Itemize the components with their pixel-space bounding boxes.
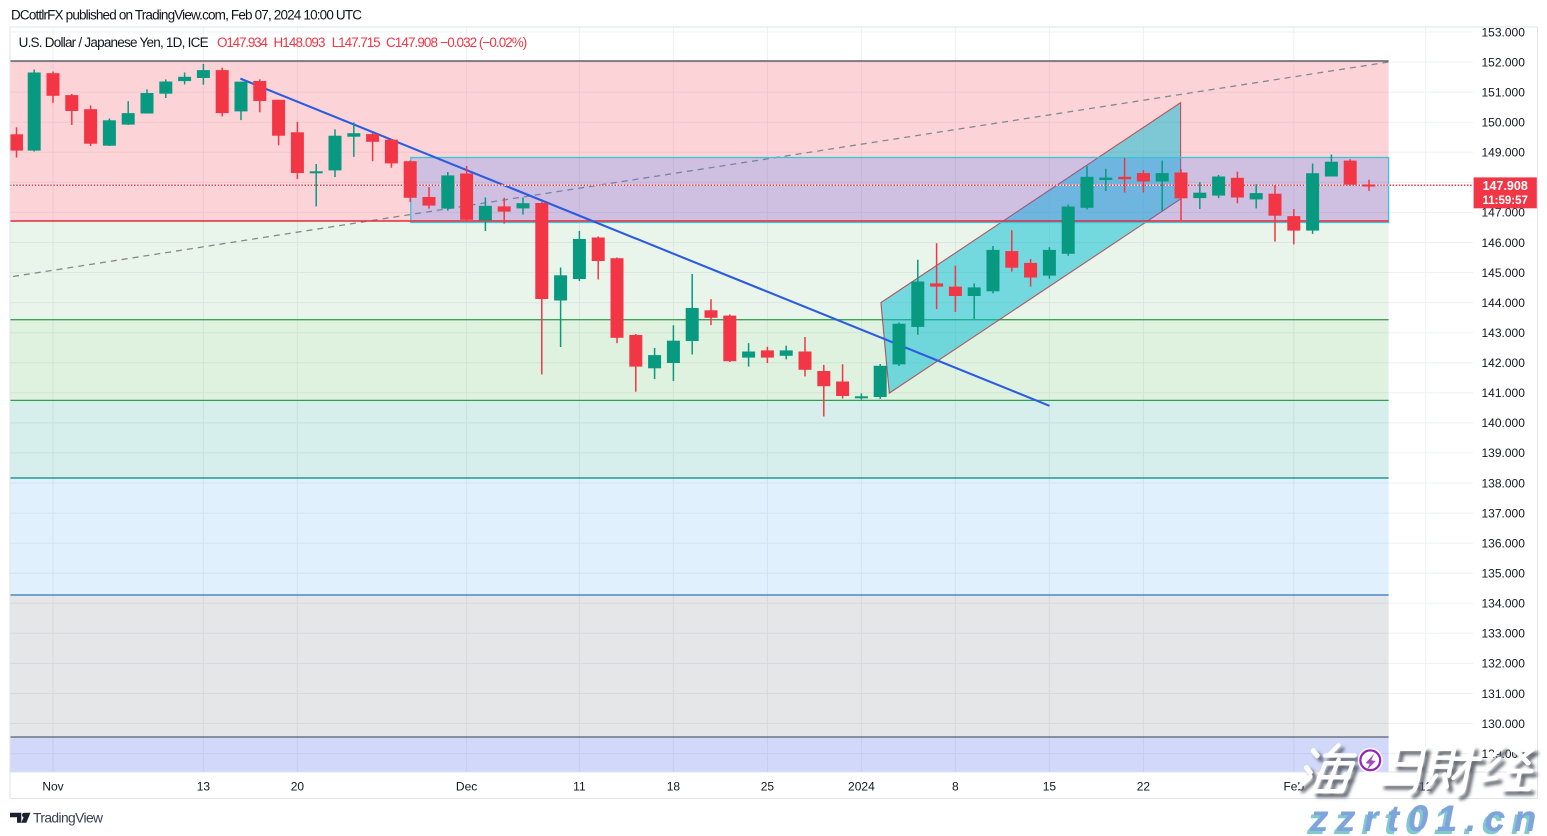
svg-text:136.000: 136.000 <box>1482 536 1526 550</box>
svg-text:147.908: 147.908 <box>1483 179 1528 193</box>
svg-text:146.000: 146.000 <box>1482 236 1526 250</box>
svg-text:138.000: 138.000 <box>1482 476 1526 490</box>
svg-text:137.000: 137.000 <box>1482 506 1526 520</box>
svg-text:C147.908: C147.908 <box>386 35 438 50</box>
svg-text:135.000: 135.000 <box>1482 567 1526 581</box>
svg-text:−0.032 (−0.02%): −0.032 (−0.02%) <box>440 35 527 50</box>
svg-text:DCottlrFX published on Trading: DCottlrFX published on TradingView.com, … <box>11 8 362 23</box>
svg-text:H148.093: H148.093 <box>274 35 326 50</box>
svg-text:11:59:57: 11:59:57 <box>1482 195 1527 207</box>
svg-text:25: 25 <box>761 780 775 794</box>
svg-text:15: 15 <box>1043 780 1057 794</box>
svg-text:8: 8 <box>952 780 959 794</box>
svg-text:131.000: 131.000 <box>1482 687 1526 701</box>
svg-text:140.000: 140.000 <box>1482 416 1526 430</box>
svg-text:Dec: Dec <box>456 780 477 794</box>
svg-text:142.000: 142.000 <box>1482 356 1526 370</box>
svg-text:13: 13 <box>197 780 211 794</box>
svg-text:TradingView: TradingView <box>33 811 103 826</box>
svg-text:O147.934: O147.934 <box>217 35 268 50</box>
svg-text:134.000: 134.000 <box>1482 597 1526 611</box>
svg-text:11: 11 <box>573 780 586 794</box>
svg-text:22: 22 <box>1137 780 1151 794</box>
svg-text:132.000: 132.000 <box>1482 657 1526 671</box>
svg-text:2024: 2024 <box>848 780 875 794</box>
svg-text:Nov: Nov <box>42 780 63 794</box>
svg-text:20: 20 <box>291 780 305 794</box>
svg-text:133.000: 133.000 <box>1482 627 1526 641</box>
svg-text:144.000: 144.000 <box>1482 296 1526 310</box>
svg-text:145.000: 145.000 <box>1482 266 1526 280</box>
svg-text:149.000: 149.000 <box>1482 146 1526 160</box>
svg-text:143.000: 143.000 <box>1482 326 1526 340</box>
svg-text:Feb: Feb <box>1283 780 1304 794</box>
svg-text:L147.715: L147.715 <box>332 35 381 50</box>
svg-text:U.S. Dollar / Japanese Yen, 1D: U.S. Dollar / Japanese Yen, 1D, ICE <box>19 35 209 50</box>
svg-text:147.000: 147.000 <box>1482 206 1526 220</box>
svg-text:141.000: 141.000 <box>1482 386 1526 400</box>
svg-text:152.000: 152.000 <box>1482 55 1526 69</box>
svg-text:150.000: 150.000 <box>1482 116 1526 130</box>
svg-text:153.000: 153.000 <box>1482 25 1526 39</box>
svg-text:18: 18 <box>667 780 681 794</box>
svg-text:151.000: 151.000 <box>1482 85 1526 99</box>
svg-text:139.000: 139.000 <box>1482 446 1526 460</box>
svg-text:130.000: 130.000 <box>1482 717 1526 731</box>
